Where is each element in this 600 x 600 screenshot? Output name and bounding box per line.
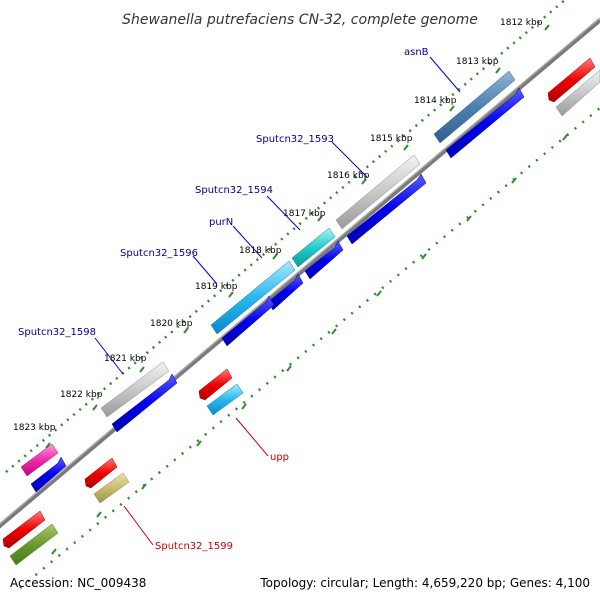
scale-label: 1812 kbp — [500, 18, 543, 28]
cds-arrow-reverse[interactable] — [84, 457, 118, 489]
gene-label-purN[interactable]: purN — [209, 217, 233, 228]
inner-scale-tick — [241, 403, 247, 410]
forward-gene-track — [20, 69, 600, 477]
inner-scale-tick — [286, 365, 292, 372]
reverse-gene-track — [9, 383, 244, 566]
sputcn32-1598-leader — [94, 337, 124, 375]
upp-gene-block[interactable] — [206, 383, 244, 416]
sputcn32-1599-leader — [123, 505, 154, 546]
sputcn32-1593-leader — [331, 141, 368, 178]
scale-tick — [317, 215, 323, 222]
scale-label: 1815 kbp — [370, 134, 413, 144]
pink-gene-block[interactable] — [20, 443, 59, 477]
genome-backbone — [0, 18, 600, 529]
inner-scale-tick — [376, 290, 382, 297]
olive-gene-block[interactable] — [9, 523, 59, 566]
sputcn32-1594-leader — [266, 195, 301, 231]
inner-scale-tick — [511, 177, 517, 184]
scale-tick — [228, 291, 234, 298]
cds-arrow-forward[interactable] — [30, 456, 67, 493]
cds-arrow-reverse[interactable] — [547, 57, 596, 103]
scale-label: 1821 kbp — [104, 354, 147, 364]
cds-arrow-forward[interactable] — [267, 273, 304, 311]
gene-label-asnB[interactable]: asnB — [404, 47, 429, 58]
sputcn32-1596-gene-block[interactable] — [210, 260, 296, 335]
sputcn32-1599-gene-block[interactable] — [93, 472, 130, 504]
inner-scale-tick — [196, 440, 202, 447]
accession-footer: Accession: NC_009438 — [10, 576, 147, 590]
inner-scale-tick — [141, 483, 147, 490]
gene-label-sputcn32-1598[interactable]: Sputcn32_1598 — [18, 327, 96, 338]
genome-summary-footer: Topology: circular; Length: 4,659,220 bp… — [260, 576, 590, 590]
scale-label: 1813 kbp — [456, 57, 499, 67]
gray-gene-block-top-right[interactable] — [555, 69, 600, 117]
sputcn32-1594-gene-block[interactable] — [291, 227, 336, 268]
scale-label: 1823 kbp — [13, 423, 56, 433]
gene-label-sputcn32-1594[interactable]: Sputcn32_1594 — [195, 185, 273, 196]
gene-label-upp[interactable]: upp — [270, 452, 289, 463]
sputcn32-1596-leader — [192, 255, 218, 285]
scale-tick — [92, 404, 98, 411]
gene-label-sputcn32-1596[interactable]: Sputcn32_1596 — [120, 248, 198, 259]
scale-tick — [183, 327, 189, 334]
scale-label: 1819 kbp — [195, 282, 238, 292]
scale-label: 1820 kbp — [150, 319, 193, 329]
asnB-leader — [429, 56, 461, 93]
inner-scale-tick-marks — [51, 134, 568, 555]
scale-tick — [544, 24, 550, 31]
map-title: Shewanella putrefaciens CN-32, complete … — [122, 12, 478, 28]
inner-scale-tick — [96, 511, 102, 518]
scale-tick — [449, 105, 455, 112]
cds-arrow-reverse[interactable] — [2, 510, 46, 549]
inner-scale-tick — [562, 134, 568, 141]
gene-label-sputcn32-1599[interactable]: Sputcn32_1599 — [155, 541, 233, 552]
inner-scale-tick — [331, 328, 337, 335]
inner-scale-tick — [51, 548, 57, 555]
outer-tick-track — [5, 0, 567, 473]
scale-label: 1822 kbp — [60, 390, 103, 400]
genome-backbone-highlight — [0, 17, 600, 525]
cds-arrow-forward[interactable] — [346, 173, 427, 245]
scale-label: 1818 kbp — [239, 246, 282, 256]
reverse-cds-track — [2, 57, 596, 549]
scale-tick — [495, 67, 501, 74]
cds-arrow-forward[interactable] — [221, 295, 275, 347]
inner-tick-track — [19, 107, 600, 589]
scale-tick — [361, 178, 367, 185]
inner-scale-tick — [466, 215, 472, 222]
cds-arrow-forward[interactable] — [304, 240, 344, 280]
purN-leader — [232, 225, 263, 259]
cds-arrow-reverse[interactable] — [198, 368, 233, 401]
scale-tick — [45, 442, 51, 449]
scale-label: 1817 kbp — [283, 209, 326, 219]
scale-tick — [139, 366, 145, 373]
gene-labels: asnB Sputcn32_1593 Sputcn32_1594 purN Sp… — [18, 47, 429, 552]
asnB-gene-block[interactable] — [433, 70, 516, 144]
cds-arrow-forward[interactable] — [111, 373, 178, 433]
upp-leader — [235, 417, 269, 457]
sputcn32-1593-gene-block[interactable] — [335, 154, 421, 230]
sputcn32-1598-gene-block[interactable] — [100, 361, 170, 418]
scale-tick — [272, 253, 278, 260]
scale-tick — [403, 144, 409, 151]
scale-label: 1816 kbp — [327, 171, 370, 181]
scale-labels: 1812 kbp 1813 kbp 1814 kbp 1815 kbp 1816… — [13, 18, 543, 433]
scale-tick-marks — [45, 24, 550, 449]
label-leaders — [94, 56, 461, 546]
forward-cds-track — [30, 87, 525, 493]
scale-label: 1814 kbp — [414, 96, 457, 106]
inner-scale-tick — [421, 253, 427, 260]
gene-label-sputcn32-1593[interactable]: Sputcn32_1593 — [256, 134, 334, 145]
cds-arrow-forward[interactable] — [445, 87, 525, 159]
